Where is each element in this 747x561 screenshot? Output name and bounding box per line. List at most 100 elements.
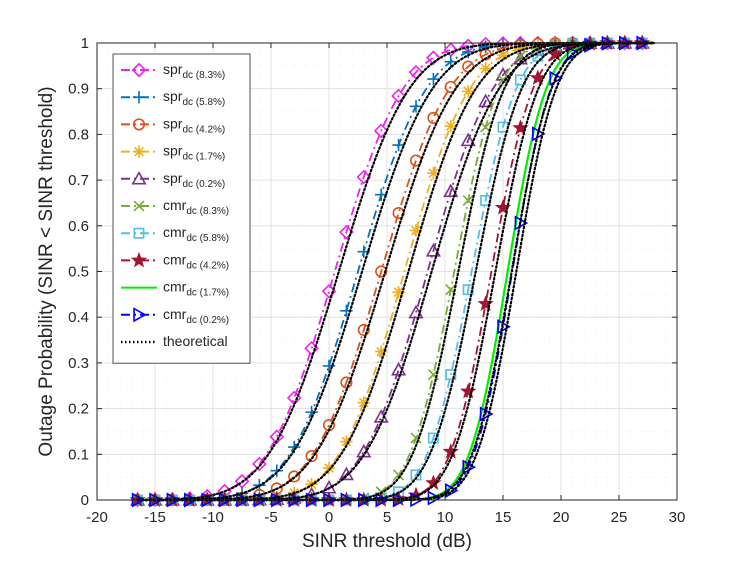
data-point-marker xyxy=(356,169,372,185)
legend-label-subscript: dc (5.8%) xyxy=(186,233,229,244)
legend-label: sprdc (5.8%) xyxy=(163,88,225,108)
legend-label-main: cmr xyxy=(163,306,187,322)
data-point-marker xyxy=(426,50,441,66)
legend-entry: sprdc (5.8%) xyxy=(121,88,225,108)
legend-label-main: cmr xyxy=(163,251,187,267)
x-tick-label: -5 xyxy=(264,509,277,526)
legend-label-main: cmr xyxy=(163,224,187,240)
data-point-marker xyxy=(445,369,457,381)
x-tick-label: -20 xyxy=(86,509,108,526)
data-point-marker xyxy=(288,470,301,483)
legend-label-subscript: dc (4.2%) xyxy=(186,260,229,271)
legend-marker xyxy=(132,118,146,131)
x-tick-label: 25 xyxy=(611,509,628,526)
data-point-marker xyxy=(270,464,283,477)
legend-marker xyxy=(133,227,145,239)
data-point-marker xyxy=(322,461,336,475)
data-point-marker xyxy=(443,183,459,198)
legend-entry: sprdc (4.2%) xyxy=(121,115,225,135)
data-point-marker xyxy=(479,406,494,422)
legend-marker xyxy=(131,170,147,185)
x-axis-label: SINR threshold (dB) xyxy=(302,531,472,552)
legend-label-subscript: dc (4.2%) xyxy=(182,124,225,135)
data-point-marker xyxy=(532,126,546,142)
legend-label: sprdc (0.2%) xyxy=(163,170,225,190)
legend-label: sprdc (4.2%) xyxy=(163,115,225,135)
legend-label-main: spr xyxy=(163,61,183,77)
data-point-marker xyxy=(340,376,353,389)
data-point-marker xyxy=(460,382,477,399)
series-line xyxy=(137,42,654,501)
legend-label: cmrdc (5.8%) xyxy=(163,224,229,244)
data-point-marker xyxy=(305,450,318,463)
data-point-marker xyxy=(460,132,476,147)
legend-label-subscript: dc (8.3%) xyxy=(182,70,225,81)
data-point-marker xyxy=(391,88,406,104)
data-point-marker xyxy=(322,359,336,373)
y-tick-label: 0.8 xyxy=(68,126,89,143)
y-tick-label: 0.6 xyxy=(68,218,89,235)
tick-labels: -20 -15 -10 -5 0 5 10 15 20 25 30 0 0.1 0.2 0.3 0.4 0.5 0… xyxy=(68,35,685,526)
legend-entry: cmrdc (4.2%) xyxy=(121,251,229,271)
y-tick-label: 0.9 xyxy=(68,81,89,98)
legend-entry: cmrdc (5.8%) xyxy=(121,224,229,244)
legend-entry: cmrdc (8.3%) xyxy=(121,197,229,217)
data-point-marker xyxy=(392,207,405,220)
legend-label-main: cmr xyxy=(163,197,187,213)
data-point-marker xyxy=(375,265,388,278)
data-point-marker xyxy=(393,469,405,481)
data-point-marker xyxy=(409,100,423,113)
legend-label-subscript: dc (5.8%) xyxy=(182,97,225,108)
y-tick-label: 0.1 xyxy=(68,446,89,463)
legend-entry: sprdc (8.3%) xyxy=(121,61,225,81)
data-point-marker xyxy=(427,167,440,180)
x-tick-label: 5 xyxy=(383,509,391,526)
data-point-marker xyxy=(409,224,423,237)
data-point-marker xyxy=(462,284,474,296)
legend-label-main: spr xyxy=(163,88,183,104)
legend-marker xyxy=(130,251,148,268)
data-point-marker xyxy=(357,323,370,336)
x-tick-label: -15 xyxy=(144,509,166,526)
data-point-marker xyxy=(392,285,405,299)
legend-marker xyxy=(133,307,147,323)
x-tick-label: 0 xyxy=(325,509,333,526)
legend-entry: theoretical xyxy=(121,333,228,349)
x-tick-label: -10 xyxy=(202,509,224,526)
legend-marker xyxy=(132,91,146,104)
legend-entry: sprdc (1.7%) xyxy=(121,143,225,163)
data-point-marker xyxy=(340,435,353,448)
data-point-marker xyxy=(444,119,457,133)
data-point-marker xyxy=(566,45,581,61)
legend-entry: cmrdc (1.7%) xyxy=(121,279,229,299)
y-tick-label: 0 xyxy=(81,492,89,509)
legend-label: cmrdc (1.7%) xyxy=(163,279,229,299)
data-point-marker xyxy=(444,55,457,68)
x-tick-label: 10 xyxy=(437,509,454,526)
data-point-marker xyxy=(357,245,370,258)
legend-label-main: spr xyxy=(163,115,183,131)
data-point-marker xyxy=(357,396,370,409)
legend-label-main: theoretical xyxy=(163,333,228,349)
data-point-marker xyxy=(373,123,389,139)
y-tick-label: 0.2 xyxy=(68,401,89,418)
data-point-marker xyxy=(479,62,492,75)
legend-label: sprdc (8.3%) xyxy=(163,61,225,81)
y-tick-label: 0.4 xyxy=(68,309,89,326)
y-axis-label: Outage Probability (SINR < SINR threshol… xyxy=(36,86,57,456)
legend-marker xyxy=(133,200,145,212)
legend-label: cmrdc (4.2%) xyxy=(163,251,229,271)
legend-entry: cmrdc (0.2%) xyxy=(121,306,229,326)
x-tick-label: 15 xyxy=(495,509,512,526)
data-point-marker xyxy=(497,319,511,335)
x-tick-label: 30 xyxy=(669,509,686,526)
data-point-marker xyxy=(514,42,527,55)
data-point-marker xyxy=(442,443,459,459)
data-point-marker xyxy=(529,69,546,85)
legend-label: sprdc (1.7%) xyxy=(163,143,225,163)
data-point-marker xyxy=(496,48,510,62)
data-point-marker xyxy=(375,345,388,358)
legend-entry: sprdc (0.2%) xyxy=(121,170,225,190)
legend-label-main: spr xyxy=(163,143,183,159)
